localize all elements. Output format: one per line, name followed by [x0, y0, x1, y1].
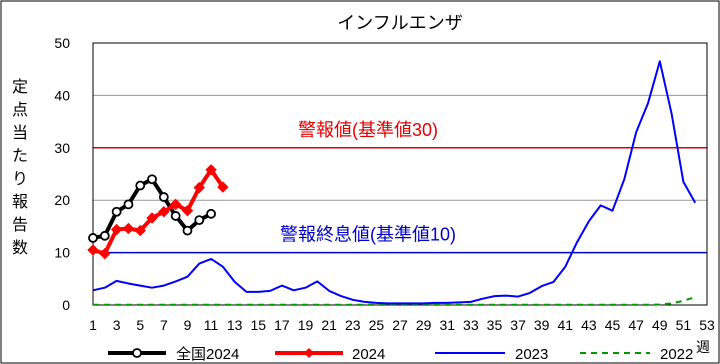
x-tick-label: 33	[463, 317, 479, 333]
y-tick-label: 50	[54, 35, 70, 51]
data-point	[181, 204, 194, 217]
x-tick-label: 47	[628, 317, 644, 333]
x-tick-label: 43	[581, 317, 597, 333]
x-tick-label: 45	[605, 317, 621, 333]
data-point	[110, 223, 123, 236]
data-point	[194, 215, 205, 226]
data-point	[169, 198, 182, 211]
y-axis-label-char: 報	[12, 193, 28, 211]
data-point	[111, 206, 122, 217]
legend-label: 全国2024	[176, 345, 239, 363]
y-tick-label: 40	[54, 87, 70, 103]
x-tick-label: 25	[369, 317, 385, 333]
data-point	[158, 206, 170, 218]
y-axis-label-char: 告	[12, 216, 28, 234]
x-tick-label: 31	[439, 317, 455, 333]
x-tick-label: 21	[321, 317, 337, 333]
data-point	[135, 180, 146, 191]
legend-marker	[132, 348, 142, 358]
data-point	[206, 208, 216, 219]
data-point	[158, 192, 169, 202]
data-point	[170, 211, 181, 221]
legend-label: 2023	[515, 346, 548, 363]
data-point	[122, 222, 135, 235]
data-point	[146, 212, 158, 224]
y-axis-label-char: 点	[12, 101, 28, 119]
legend-marker	[304, 348, 314, 358]
legend: 全国2024 2024 2023 2022	[108, 345, 693, 363]
data-point	[134, 224, 146, 237]
data-point	[99, 230, 110, 241]
legend-label: 2024	[352, 346, 385, 363]
y-axis-label-char: 定	[12, 78, 28, 96]
data-point	[193, 181, 205, 194]
legend-label: 2022	[660, 346, 693, 363]
x-tick-label: 41	[558, 317, 574, 333]
x-tick-label: 3	[113, 317, 121, 333]
y-tick-label: 10	[54, 245, 70, 261]
x-tick-label: 19	[298, 317, 314, 333]
x-tick-label: 35	[487, 317, 503, 333]
x-tick-label: 39	[534, 317, 550, 333]
x-tick-label: 29	[416, 317, 432, 333]
x-tick-labels: 1 3 5 7 9 11 13 15 17 19 21 23 25 27 29 31 33 35 37 39 41 43 4…	[89, 317, 715, 333]
series-layer	[87, 60, 697, 306]
data-point	[87, 244, 99, 256]
data-point	[182, 225, 193, 236]
x-tick-label: 7	[160, 317, 168, 333]
y-tick-label: 0	[62, 297, 70, 313]
x-axis-label: 週	[696, 339, 710, 355]
x-tick-label: 17	[274, 317, 290, 333]
x-tick-label: 53	[699, 317, 715, 333]
x-tick-label: 13	[227, 317, 243, 333]
y-axis-label-char: た	[12, 147, 28, 165]
x-tick-label: 1	[89, 317, 97, 333]
y-axis-label-char: 数	[12, 239, 28, 257]
y-tick-labels: 0 10 20 30 40 50	[54, 35, 70, 313]
data-point	[147, 174, 157, 185]
y-tick-label: 20	[54, 192, 70, 208]
gridlines	[93, 94, 707, 201]
data-point	[123, 199, 134, 210]
series-line	[93, 296, 696, 306]
plot-area-border	[92, 42, 708, 306]
x-tick-label: 51	[676, 317, 692, 333]
reference-line-label: 警報終息値(基準値10)	[280, 225, 456, 245]
x-tick-label: 5	[136, 317, 144, 333]
y-axis-label-char: り	[12, 171, 28, 188]
data-point	[205, 164, 217, 176]
reference-lines: 警報値(基準値30) 警報終息値(基準値10)	[93, 120, 707, 254]
x-tick-label: 23	[345, 317, 361, 333]
y-axis-label-char: 当	[12, 124, 28, 142]
x-tick-label: 9	[184, 317, 192, 333]
data-point	[88, 233, 98, 243]
series-line	[92, 60, 697, 305]
x-tick-label: 11	[204, 317, 219, 333]
chart-title: インフルエンザ	[337, 13, 462, 33]
x-tick-label: 49	[652, 317, 668, 333]
x-tick-label: 15	[251, 317, 267, 333]
x-tick-label: 27	[392, 317, 408, 333]
y-tick-label: 30	[54, 140, 70, 156]
data-point	[99, 247, 111, 260]
x-tick-label: 37	[510, 317, 526, 333]
reference-line-label: 警報値(基準値30)	[298, 120, 438, 140]
data-point	[217, 181, 229, 193]
